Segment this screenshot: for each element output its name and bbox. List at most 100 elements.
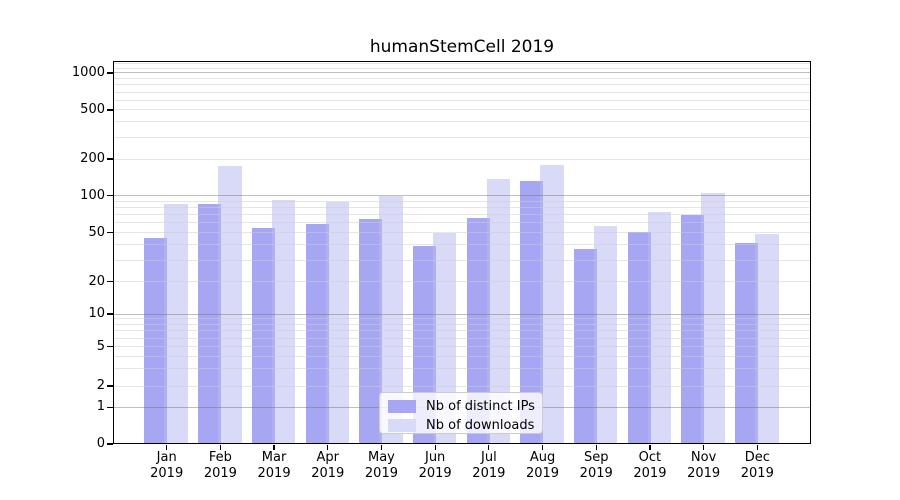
- y-tick-label-0: 0: [96, 436, 105, 451]
- gridline-minor-70: [113, 214, 811, 216]
- y-tick-mark-2: [107, 385, 113, 387]
- bar-distinct-ips-aug: [520, 180, 544, 444]
- gridline-minor-400: [113, 121, 811, 123]
- gridline-minor-600: [113, 99, 811, 101]
- gridline-minor-200: [113, 158, 811, 160]
- legend-item-distinct-ips: Nb of distinct IPs: [388, 397, 542, 416]
- bar-downloads-aug: [540, 164, 564, 444]
- gridline-minor-500: [113, 109, 811, 111]
- x-tick-label-dec: Dec 2019: [740, 450, 774, 481]
- y-tick-mark-10: [107, 313, 113, 315]
- y-tick-mark-0: [107, 443, 113, 445]
- gridline-minor-5: [113, 346, 811, 348]
- gridline-minor-80: [113, 206, 811, 208]
- chart-title: humanStemCell 2019: [369, 37, 555, 57]
- y-tick-label-500: 500: [80, 101, 105, 117]
- gridline-major-100: [113, 195, 811, 196]
- gridline-minor-9: [113, 318, 811, 320]
- y-tick-label-1: 1: [96, 399, 105, 415]
- gridline-minor-60: [113, 222, 811, 224]
- x-tick-mark-aug: [541, 445, 544, 450]
- grid-layer: [113, 61, 811, 444]
- y-tick-label-100: 100: [80, 187, 105, 203]
- legend-label-downloads: Nb of downloads: [426, 418, 535, 433]
- bar-downloads-mar: [271, 199, 296, 444]
- gridline-minor-30: [113, 259, 811, 261]
- x-tick-mark-oct: [649, 445, 651, 450]
- gridline-minor-1200: [113, 62, 811, 64]
- gridline-major-1000: [113, 72, 811, 74]
- gridline-minor-900: [113, 78, 811, 80]
- bar-distinct-ips-jan: [144, 238, 168, 444]
- y-tick-label-10: 10: [88, 306, 105, 321]
- bar-distinct-ips-dec: [735, 243, 759, 444]
- y-tick-mark-20: [107, 281, 113, 283]
- bar-downloads-dec: [755, 233, 779, 444]
- gridline-minor-700: [113, 91, 811, 93]
- gridline-minor-7: [113, 330, 811, 332]
- legend-label-distinct-ips: Nb of distinct IPs: [426, 399, 535, 414]
- x-tick-mark-dec: [756, 445, 758, 450]
- gridline-minor-50: [113, 232, 811, 234]
- legend-item-downloads: Nb of downloads: [388, 416, 542, 435]
- gridline-minor-3: [113, 368, 811, 370]
- x-tick-mark-jul: [488, 445, 490, 450]
- y-tick-label-1000: 1000: [71, 64, 105, 80]
- x-tick-label-mar: Mar 2019: [257, 450, 291, 481]
- gridline-minor-6: [113, 337, 811, 339]
- y-tick-mark-500: [107, 109, 113, 111]
- legend-swatch-distinct-ips: [388, 400, 416, 413]
- x-tick-label-apr: Apr 2019: [311, 450, 345, 481]
- x-tick-mark-feb: [219, 445, 222, 450]
- y-tick-mark-100: [107, 194, 113, 197]
- y-tick-label-20: 20: [88, 273, 105, 289]
- y-tick-label-2: 2: [96, 378, 105, 393]
- x-tick-mark-jun: [434, 445, 436, 450]
- y-tick-mark-1: [107, 406, 113, 408]
- y-tick-label-5: 5: [96, 338, 105, 354]
- x-tick-mark-mar: [273, 445, 275, 450]
- y-tick-label-50: 50: [88, 224, 105, 240]
- bar-downloads-feb: [218, 166, 242, 444]
- bar-downloads-sep: [593, 225, 618, 444]
- x-tick-mark-apr: [327, 445, 329, 450]
- x-tick-mark-nov: [702, 445, 705, 450]
- x-tick-label-oct: Oct 2019: [633, 450, 667, 481]
- x-tick-label-feb: Feb 2019: [203, 450, 237, 481]
- x-tick-mark-sep: [595, 445, 597, 450]
- plot-area: Nb of distinct IPs Nb of downloads: [113, 61, 811, 444]
- gridline-minor-2: [113, 385, 811, 387]
- y-tick-mark-5: [107, 346, 113, 348]
- bar-downloads-may: [379, 195, 403, 444]
- x-tick-mark-may: [380, 445, 383, 450]
- x-tick-label-jul: Jul 2019: [472, 450, 506, 481]
- legend: Nb of distinct IPs Nb of downloads: [379, 392, 543, 434]
- y-tick-mark-200: [107, 158, 113, 160]
- y-tick-mark-1000: [107, 72, 113, 74]
- bar-distinct-ips-apr: [305, 223, 329, 444]
- gridline-minor-1100: [113, 67, 811, 69]
- gridline-minor-40: [113, 244, 811, 246]
- gridline-minor-300: [113, 136, 811, 138]
- x-tick-label-aug: Aug 2019: [525, 450, 560, 481]
- gridline-minor-90: [113, 200, 811, 202]
- gridline-major-10: [113, 313, 811, 315]
- bar-distinct-ips-may: [359, 219, 383, 444]
- legend-swatch-downloads: [388, 419, 416, 432]
- bar-distinct-ips-nov: [681, 215, 705, 444]
- x-tick-label-jan: Jan 2019: [150, 450, 184, 481]
- gridline-minor-20: [113, 281, 811, 283]
- gridline-minor-800: [113, 84, 811, 86]
- y-tick-label-200: 200: [80, 151, 105, 166]
- x-tick-label-jun: Jun 2019: [418, 450, 452, 481]
- x-tick-label-sep: Sep 2019: [579, 450, 613, 481]
- axes-frame: [113, 61, 811, 444]
- x-tick-label-nov: Nov 2019: [687, 450, 721, 481]
- gridline-minor-8: [113, 324, 811, 326]
- x-tick-label-may: May 2019: [364, 450, 398, 481]
- y-tick-mark-50: [107, 232, 113, 234]
- gridline-minor-4: [113, 355, 811, 357]
- bar-downloads-apr: [325, 201, 350, 444]
- x-tick-mark-jan: [166, 445, 168, 450]
